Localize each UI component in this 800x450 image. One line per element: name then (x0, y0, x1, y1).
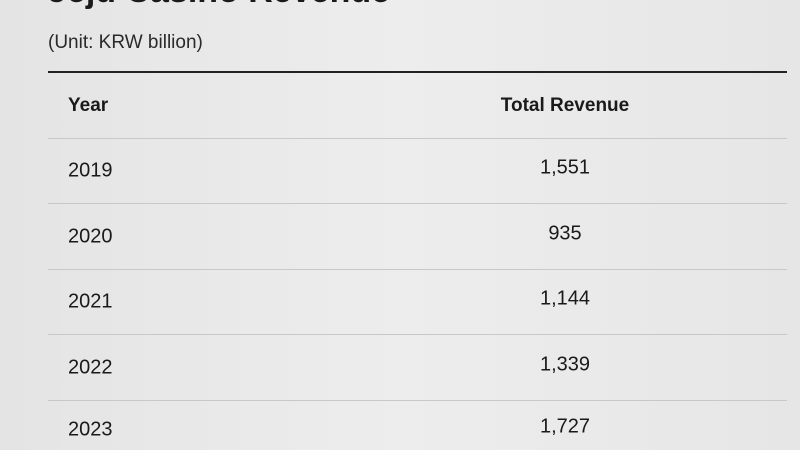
revenue-cell: 1,727 (539, 415, 591, 438)
row-divider (48, 400, 787, 401)
revenue-cell: 1,551 (539, 156, 591, 179)
subtitle: (Unit: KRW billion) (48, 32, 203, 53)
row-divider (48, 138, 787, 139)
year-cell: 2021 (68, 290, 113, 313)
row-divider (48, 334, 787, 335)
year-cell: 2020 (68, 225, 113, 248)
year-cell: 2023 (68, 418, 113, 441)
column-header: Year (68, 95, 109, 116)
year-cell: 2022 (68, 356, 113, 379)
column-header: Total Revenue (500, 95, 630, 116)
top-rule (48, 71, 787, 73)
revenue-cell: 935 (548, 222, 582, 245)
revenue-cell: 1,339 (539, 353, 591, 376)
title: Jeju Casino Revenue (48, 0, 390, 11)
row-divider (48, 203, 787, 204)
year-cell: 2019 (68, 159, 113, 182)
row-divider (48, 269, 787, 270)
revenue-cell: 1,144 (539, 287, 591, 310)
